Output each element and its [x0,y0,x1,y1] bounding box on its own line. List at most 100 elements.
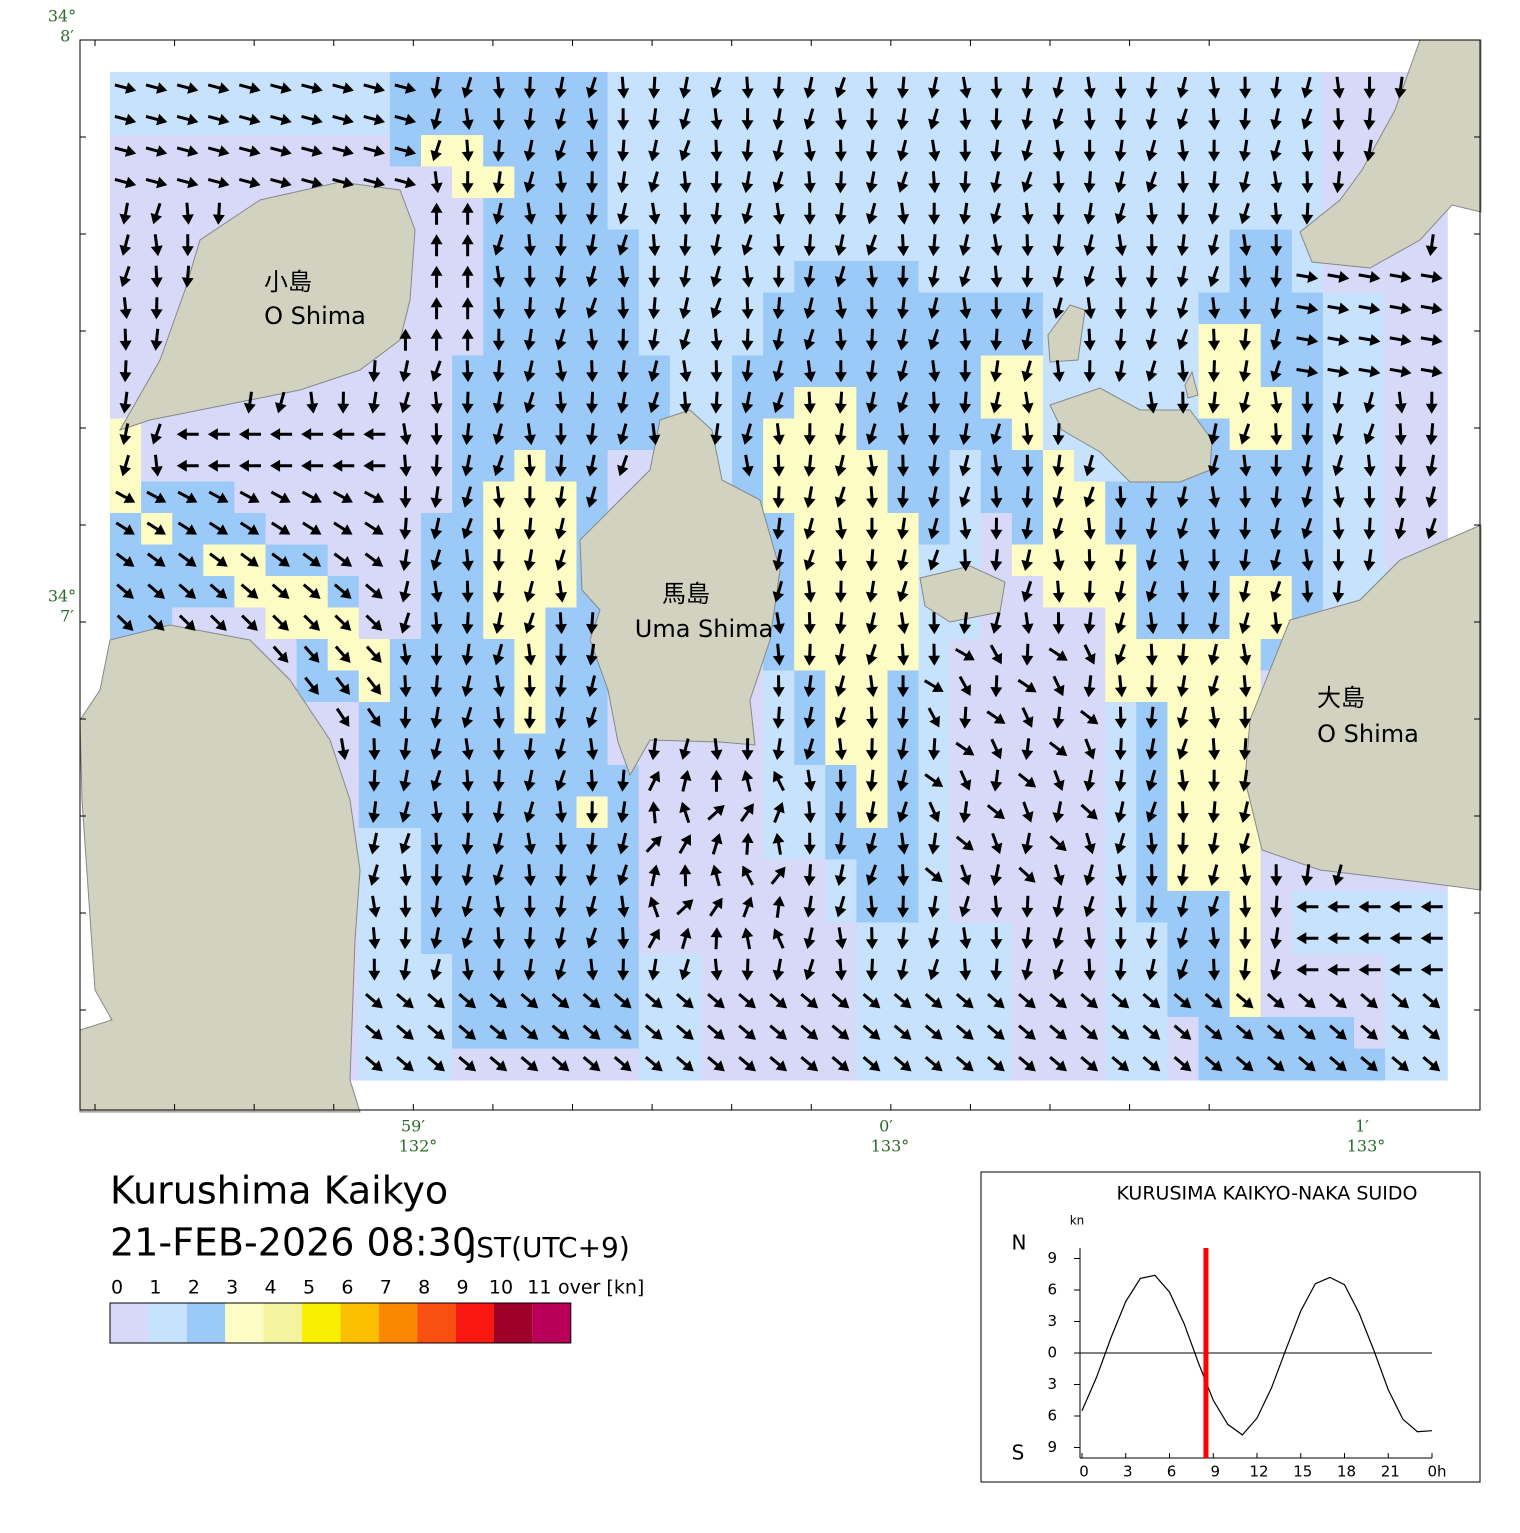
arrow-shaft [1150,895,1154,910]
arrow-shaft [496,360,502,375]
arrow-shaft [1118,675,1123,690]
arrow-shaft [1087,202,1093,217]
x-tick-label: 18 [1337,1463,1356,1481]
arrow-shaft [465,643,471,658]
legend-swatch [532,1303,571,1343]
arrow-shaft [994,328,999,343]
arrow-shaft [403,958,409,973]
arrow-shaft [1055,139,1061,154]
place-ja: 大島 [1317,684,1365,712]
arrow-shaft [1212,801,1217,816]
arrow-shaft [1180,139,1185,154]
arrow-shaft [994,769,1000,784]
arrow-shaft [403,927,408,942]
legend-label: 0 [111,1277,123,1299]
arrow-shaft [1274,423,1278,438]
arrow-shaft [1274,486,1279,501]
arrow-shaft [932,234,937,249]
arrow-shaft [372,360,377,375]
arrow-shaft [465,769,470,784]
arrow-shaft [745,360,751,375]
arrow-shaft [621,360,626,375]
arrow-shaft [807,675,813,690]
arrow-shaft [776,706,781,721]
arrow-shaft [1366,454,1372,469]
arrow-shaft [1397,391,1403,406]
arrow-shaft [963,549,967,564]
arrow-shaft [1118,895,1123,910]
arrow-shaft [1056,706,1062,721]
arrow-shaft [1056,171,1061,186]
arrow-shaft [1304,549,1310,564]
place-ja: 小島 [264,268,312,296]
arrow-shaft [464,108,470,123]
lon-min: 1′ [1355,1117,1369,1136]
place-en: Uma Shima [635,615,773,643]
legend-swatch [110,1303,149,1343]
arrow-shaft [931,171,936,186]
arrow-shaft [590,202,595,217]
arrow-shaft [807,580,812,595]
arrow-shaft [495,265,501,280]
arrow-shaft [1086,517,1092,532]
arrow-shaft [899,612,905,627]
arrow-shaft [1056,580,1061,595]
arrow-shaft [372,391,378,406]
arrow-shaft [1118,486,1123,501]
arrow-shaft [807,171,812,186]
arrow-shaft [1273,612,1279,627]
arrow-shaft [683,391,688,406]
arrow-shaft [900,423,905,438]
arrow-shaft [1119,108,1123,123]
arrow-shaft [1212,360,1216,375]
arrow-shaft [839,171,843,186]
arrow-shaft [496,706,501,721]
lon-deg: 133° [871,1137,910,1156]
arrow-shaft [870,549,875,564]
arrow-shaft [465,139,470,154]
arrow-shaft [808,234,813,249]
arrow-shaft [528,108,533,123]
arrow-shaft [248,391,253,406]
arrow-shaft [528,76,532,91]
arrow-shaft [652,809,657,824]
arrow-shaft [559,486,565,501]
arrow-shaft [777,486,781,501]
x-tick-label: 15 [1293,1463,1312,1481]
arrow-shaft [1055,360,1061,375]
arrow-shaft [838,202,844,217]
arrow-shaft [776,234,781,249]
arrow-shaft [621,297,625,312]
arrow-shaft [1149,202,1154,217]
arrow-shaft [496,580,502,595]
legend-swatch [340,1303,379,1343]
arrow-shaft [403,454,408,469]
legend-swatch [148,1303,187,1343]
arrow-shaft [1243,738,1248,753]
arrow-shaft [528,738,533,753]
arrow-shaft [1305,454,1311,469]
south-label: S [1012,1441,1025,1465]
arrow-shaft [776,643,781,658]
y-tick-label: 6 [1047,1281,1057,1299]
arrow-shaft [1273,391,1279,406]
arrow-shaft [900,234,905,249]
arrow-shaft [994,958,999,973]
arrow-shaft [1088,580,1092,595]
legend-swatch [455,1303,494,1343]
arrow-shaft [807,391,812,406]
arrow-shaft [994,139,1000,154]
arrow-shaft [1087,171,1092,186]
arrow-shaft [1087,612,1093,627]
arrow-shaft [651,234,656,249]
arrow-shaft [1211,108,1216,123]
arrow-shaft [154,265,159,280]
arrow-shaft [1118,769,1124,784]
arrow-shaft [713,328,719,343]
arrow-shaft [433,580,439,595]
arrow-shaft [838,423,844,438]
arrow-shaft [807,895,813,910]
arrow-shaft [1336,171,1342,186]
arrow-shaft [962,958,967,973]
arrow-shaft [309,391,314,406]
